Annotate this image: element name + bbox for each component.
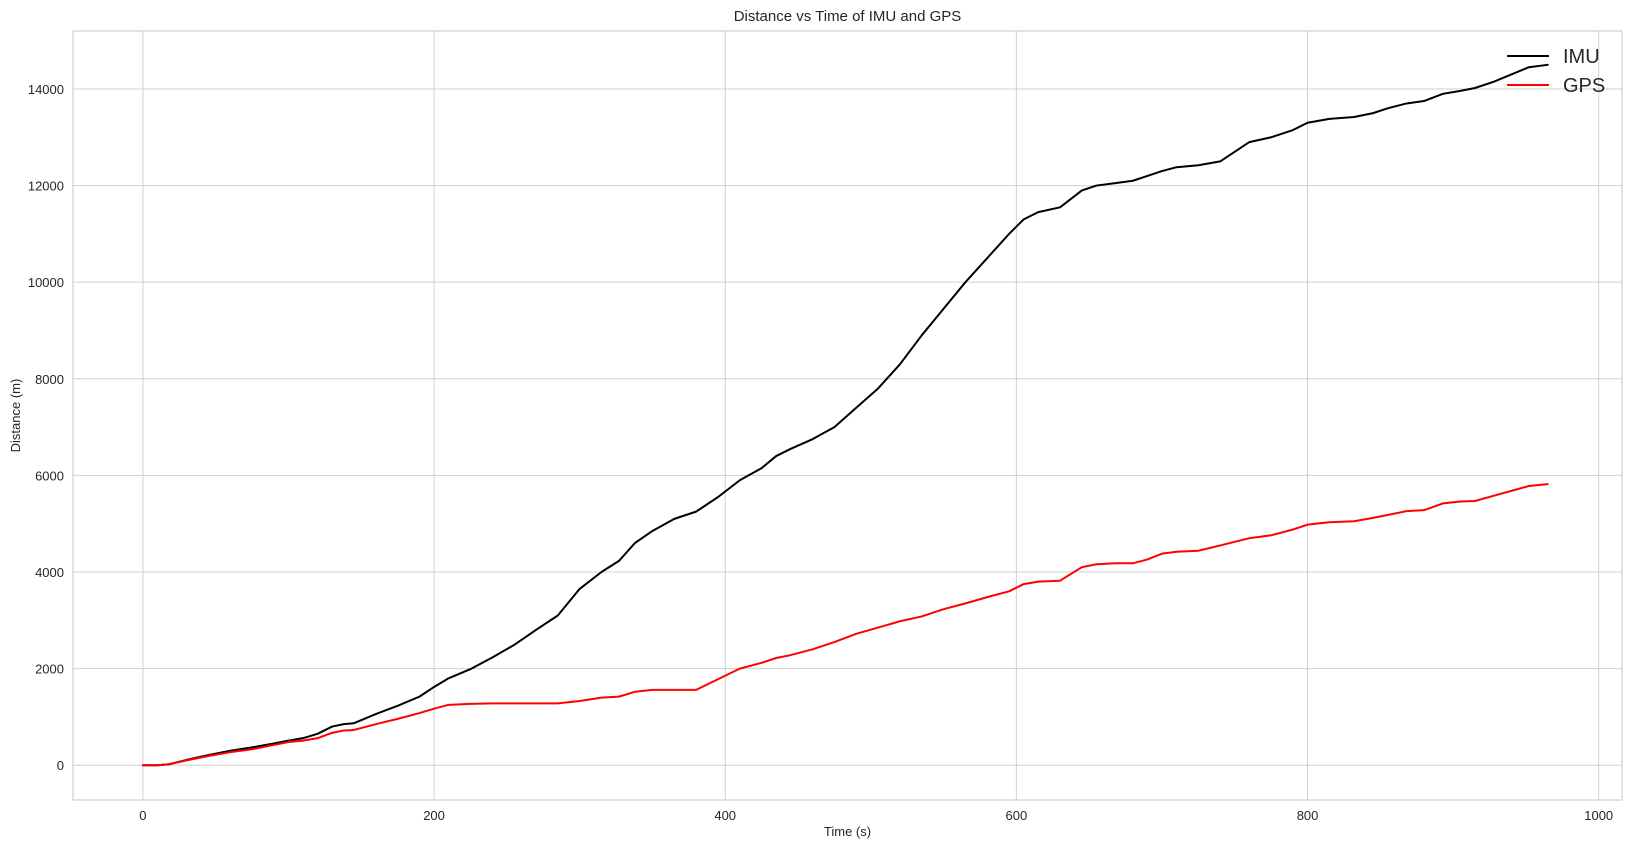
x-tick-label-0: 0	[139, 808, 146, 823]
y-tick-label-6: 12000	[28, 179, 64, 194]
x-tick-label-3: 600	[1006, 808, 1028, 823]
y-tick-label-0: 0	[57, 758, 64, 773]
y-tick-label-5: 10000	[28, 275, 64, 290]
legend-label-gps: GPS	[1563, 75, 1605, 97]
x-tick-label-2: 400	[714, 808, 736, 823]
y-tick-label-7: 14000	[28, 82, 64, 97]
legend: IMU GPS	[1507, 46, 1605, 97]
series-line-gps	[141, 483, 1549, 767]
y-axis-label: Distance (m)	[8, 379, 23, 453]
x-tick-label-1: 200	[423, 808, 445, 823]
y-tick-label-4: 8000	[35, 372, 64, 387]
y-tick-label-3: 6000	[35, 468, 64, 483]
ticks-layer: 0 200 400 600 800 100002000400060008000100001…	[28, 82, 1613, 823]
legend-label-imu: IMU	[1563, 46, 1600, 68]
series-layer	[141, 63, 1549, 767]
x-tick-label-4: 800	[1297, 808, 1319, 823]
x-tick-label-5: 1000	[1584, 808, 1613, 823]
chart-title: Distance vs Time of IMU and GPS	[734, 8, 962, 25]
y-tick-label-2: 4000	[35, 565, 64, 580]
y-tick-label-1: 2000	[35, 662, 64, 677]
series-line-imu	[141, 63, 1549, 767]
grid-layer	[73, 31, 1622, 800]
plot-frame	[72, 30, 1623, 801]
x-axis-label: Time (s)	[824, 824, 871, 839]
